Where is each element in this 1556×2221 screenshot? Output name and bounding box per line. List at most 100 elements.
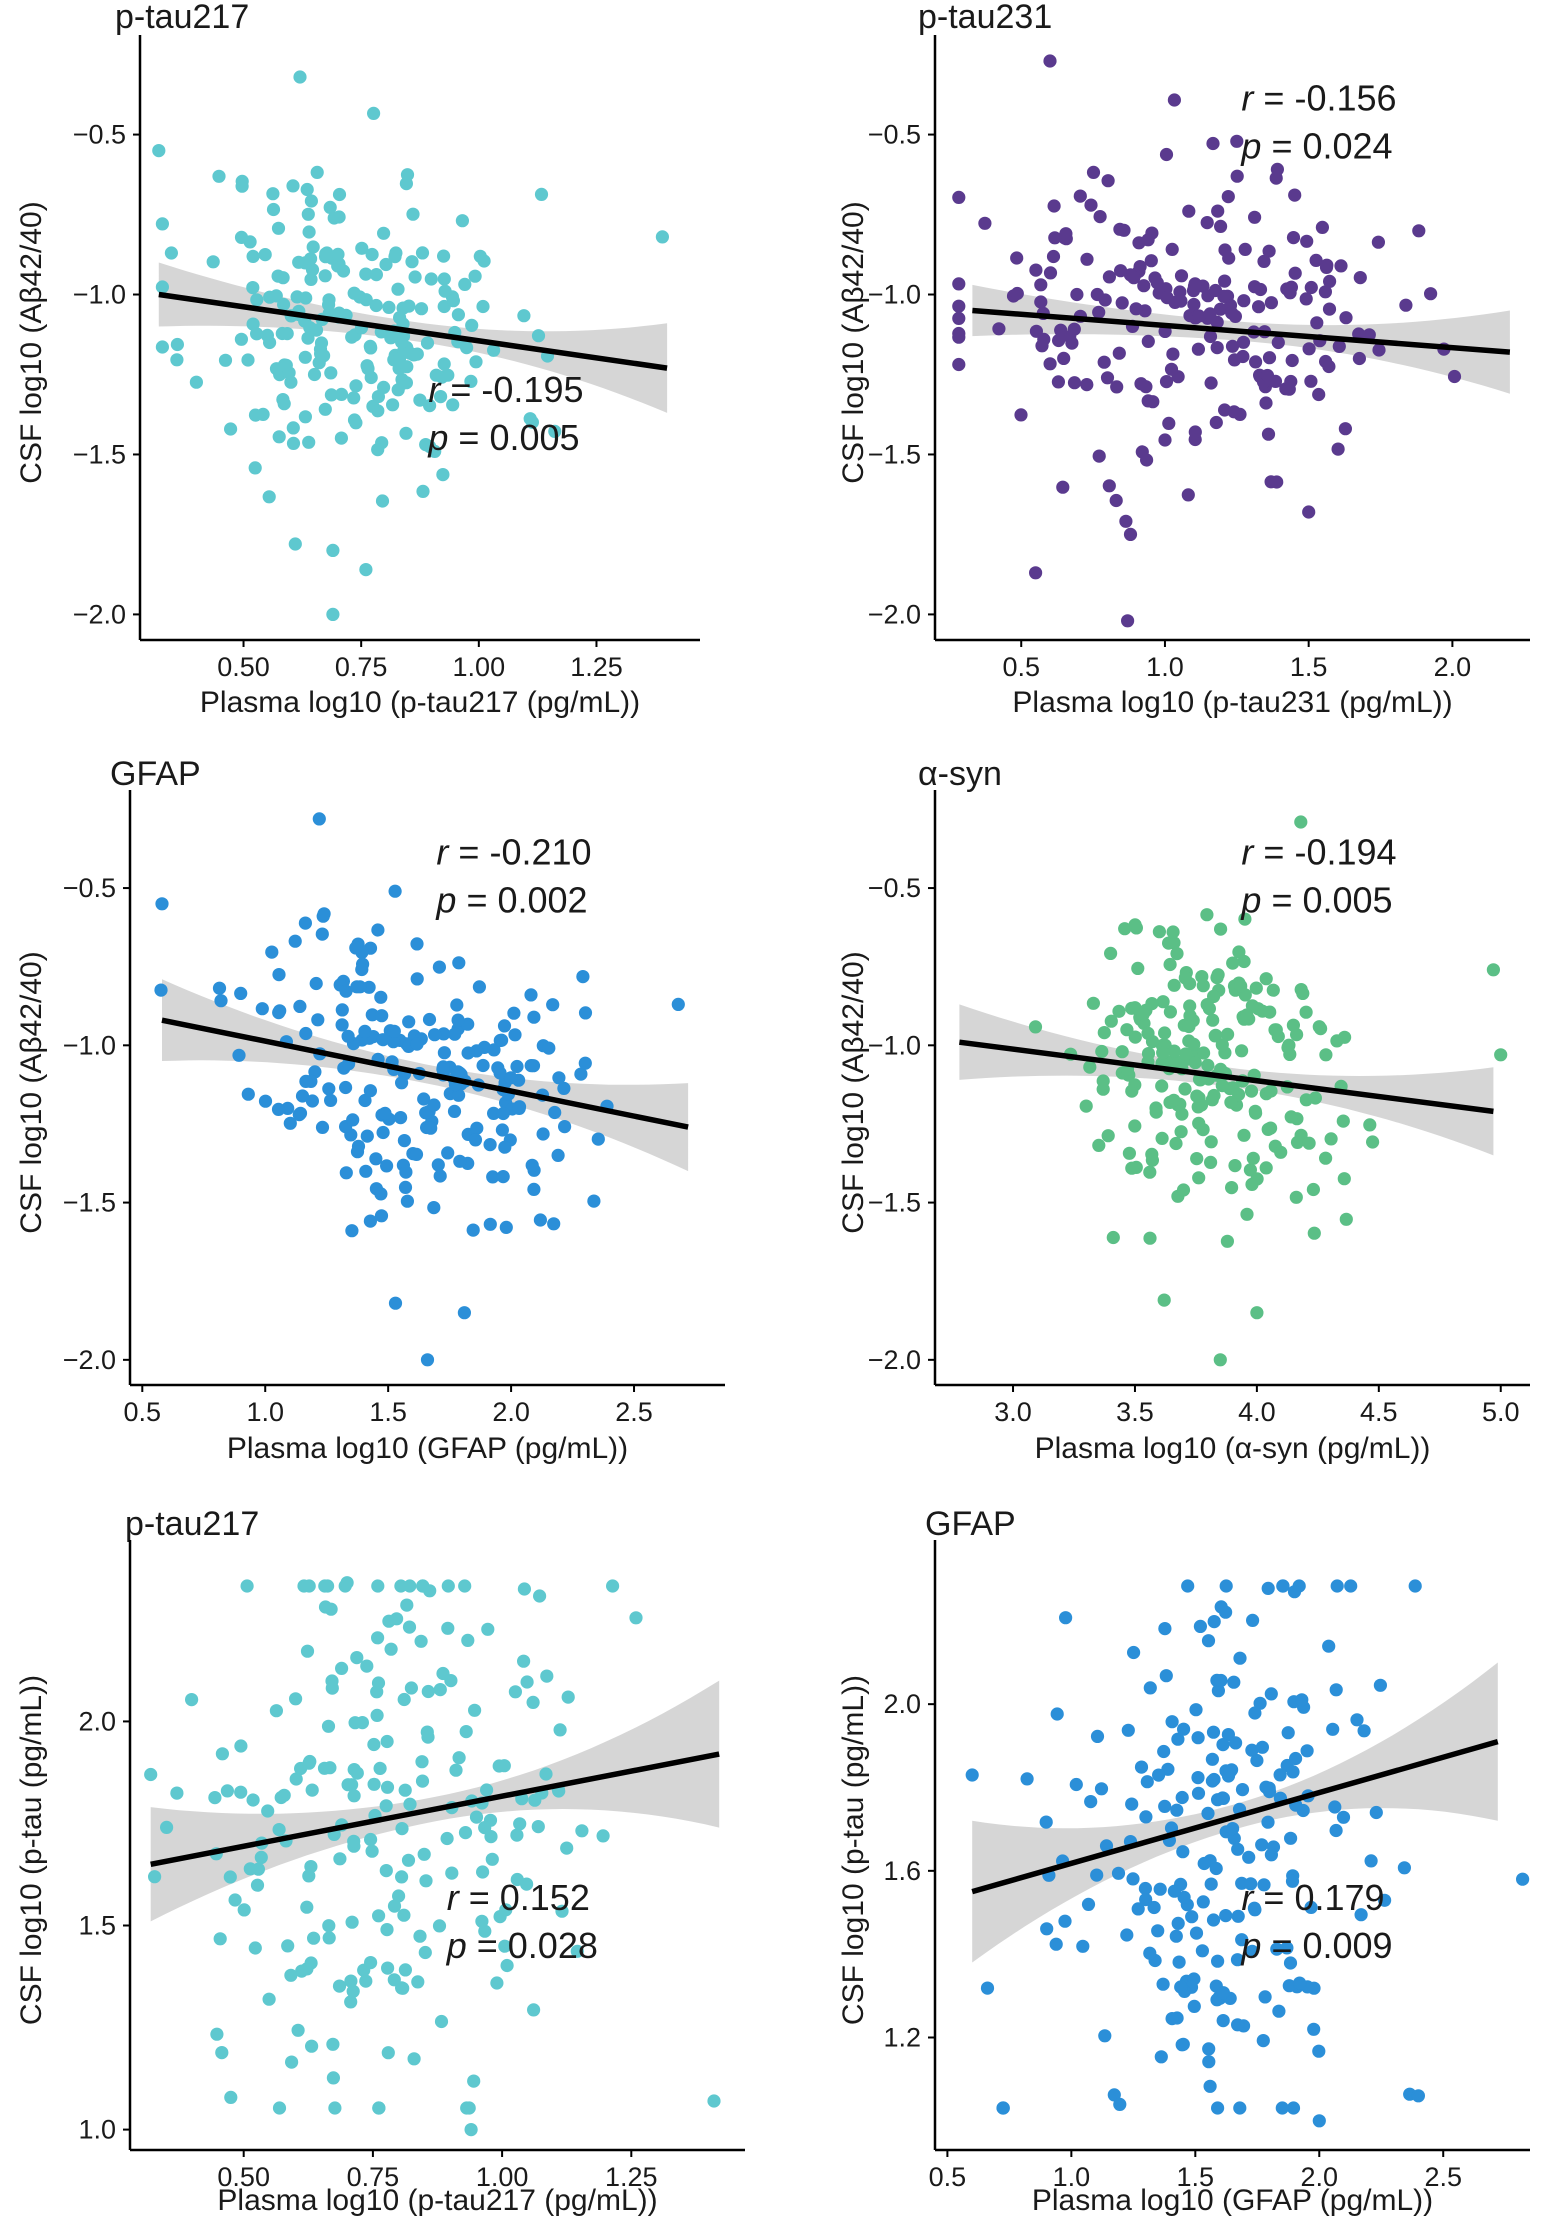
data-point [1235,1933,1249,1947]
data-point [1249,355,1263,369]
data-point [1163,1005,1177,1019]
data-point [387,1899,402,1913]
regression-line [158,291,668,371]
data-point [1201,1806,1215,1820]
data-point [421,1730,435,1744]
data-point [1140,1775,1154,1789]
data-point [424,1121,438,1135]
data-point [398,1783,412,1797]
data-point [1312,2114,1326,2128]
data-point [325,1681,339,1695]
data-point [1371,235,1385,249]
data-point [1378,1893,1392,1907]
data-point [324,1093,338,1107]
data-point [965,1768,979,1782]
data-point [367,106,381,120]
data-point [1339,1212,1353,1226]
data-point [396,1981,410,1995]
data-point [1090,1868,1104,1882]
x-tick-label: 1.5 [1177,2162,1215,2192]
data-point [1300,1744,1314,1758]
data-point [250,1878,265,1892]
y-tick-label: 1.5 [78,1911,116,1941]
data-point [1187,1999,1201,2013]
data-point [1315,220,1329,234]
x-tick-label: 3.5 [1116,1397,1154,1427]
r-statistic: r = -0.194 [1241,831,1396,872]
data-point [400,1598,414,1612]
data-point [155,280,169,294]
data-point [155,897,169,911]
data-point [380,1159,394,1173]
data-point [300,182,314,197]
data-point [1080,378,1094,392]
data-point [1334,259,1348,273]
data-point [400,360,414,374]
data-point [240,1579,254,1593]
data-point [1240,1207,1254,1221]
data-point [1204,1877,1218,1891]
data-point [374,990,388,1004]
data-point [255,1002,269,1016]
data-point [388,1296,403,1310]
data-point [466,1223,480,1237]
data-point [1214,922,1228,936]
data-point [208,1791,222,1805]
data-point [1227,405,1241,419]
data-point [461,1633,475,1647]
data-point [1141,1026,1155,1040]
data-point [1226,956,1240,970]
p-statistic: p = 0.002 [435,879,587,920]
data-point [1236,349,1250,364]
data-point [335,1003,349,1017]
data-point [398,1963,412,1977]
data-point [299,291,313,305]
data-point [423,1584,437,1598]
data-point [445,1866,459,1880]
data-point [1273,1768,1287,1782]
data-point [498,1939,512,1953]
data-point [1227,1831,1241,1845]
data-point [469,355,483,369]
data-point [266,187,280,201]
data-point [448,1027,462,1041]
data-point [526,1695,540,1709]
data-point [533,1213,548,1227]
data-point [315,1120,330,1134]
data-point [1165,1715,1179,1729]
data-point [395,335,409,349]
data-point [1330,1579,1344,1593]
data-point [248,1941,262,1955]
data-point [476,299,490,314]
r-value: = -0.156 [1253,77,1396,118]
y-axis-title: CSF log10 (p-tau (pg/mL)) [837,1675,870,2025]
data-point [1175,1790,1189,1805]
data-point [276,271,290,285]
y-tick-label: −1.5 [73,439,126,469]
data-point [345,1224,359,1238]
data-point [1205,1752,1219,1766]
data-point [1281,1041,1295,1055]
data-point [360,1659,374,1673]
data-point [1191,1731,1205,1745]
data-point [520,1675,534,1689]
p-symbol: p [1240,125,1261,166]
data-point [1260,368,1275,383]
data-point [1177,1890,1191,1904]
data-point [451,1013,465,1027]
data-point [335,1661,349,1675]
data-point [1306,1182,1320,1197]
data-point [304,272,318,286]
y-tick-label: −0.5 [868,120,921,150]
data-point [517,1582,532,1596]
data-point [397,1908,411,1922]
data-point [1115,296,1129,310]
data-point [312,812,326,826]
data-point [527,2003,541,2017]
data-point [1337,1172,1351,1186]
data-point [475,1914,489,1928]
data-point [1447,369,1462,384]
data-point [1238,242,1252,256]
x-tick-label: 1.0 [246,1397,284,1427]
data-point [397,1692,411,1707]
